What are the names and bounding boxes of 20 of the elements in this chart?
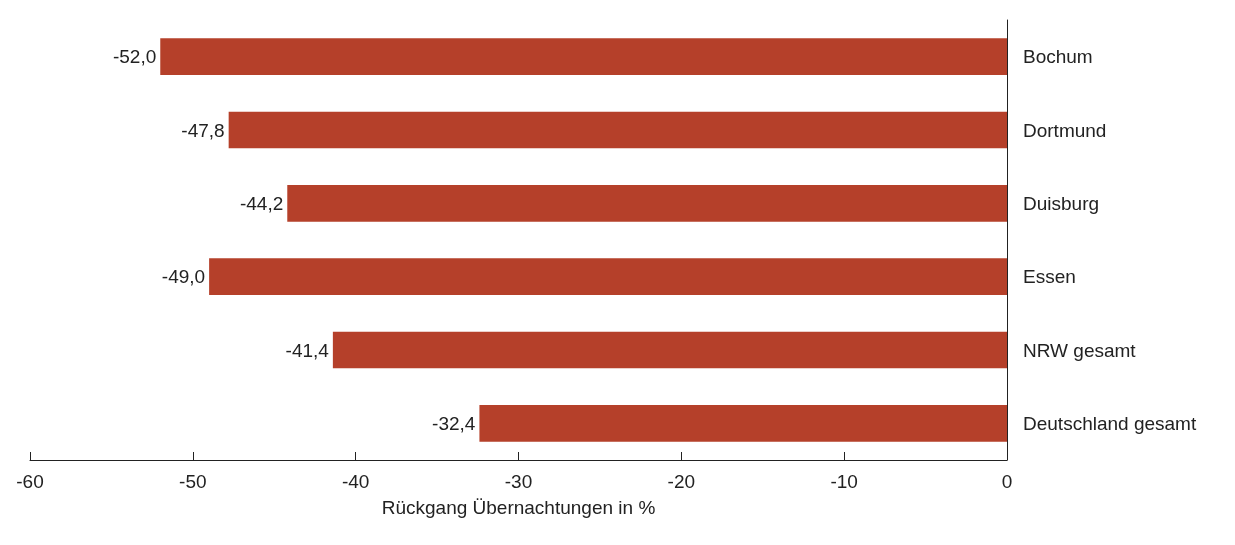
x-tick-label: -10 bbox=[830, 471, 858, 492]
data-label: -47,8 bbox=[181, 119, 225, 141]
x-tick-label: 0 bbox=[1001, 471, 1013, 492]
data-label: -49,0 bbox=[161, 266, 206, 288]
data-label: -52,0 bbox=[112, 46, 157, 68]
y-tick-label: Dortmund bbox=[1023, 119, 1107, 141]
y-tick-label: Bochum bbox=[1023, 46, 1093, 68]
data-label: -32,4 bbox=[432, 412, 476, 434]
x-tick-label: -50 bbox=[179, 471, 207, 492]
x-tick-label: -60 bbox=[16, 471, 44, 492]
x-tick-label: -30 bbox=[504, 471, 533, 492]
y-tick-label: Duisburg bbox=[1023, 192, 1100, 214]
data-label: -44,2 bbox=[239, 192, 284, 214]
y-tick-label: NRW gesamt bbox=[1023, 339, 1137, 361]
x-tick-label: -20 bbox=[667, 471, 696, 492]
x-tick-label: -40 bbox=[341, 471, 370, 492]
data-label: -41,4 bbox=[285, 339, 330, 361]
x-axis-title: Rückgang Übernachtungen in % bbox=[381, 497, 656, 518]
y-tick-label: Deutschland gesamt bbox=[1023, 412, 1197, 434]
y-tick-label: Essen bbox=[1023, 266, 1076, 288]
